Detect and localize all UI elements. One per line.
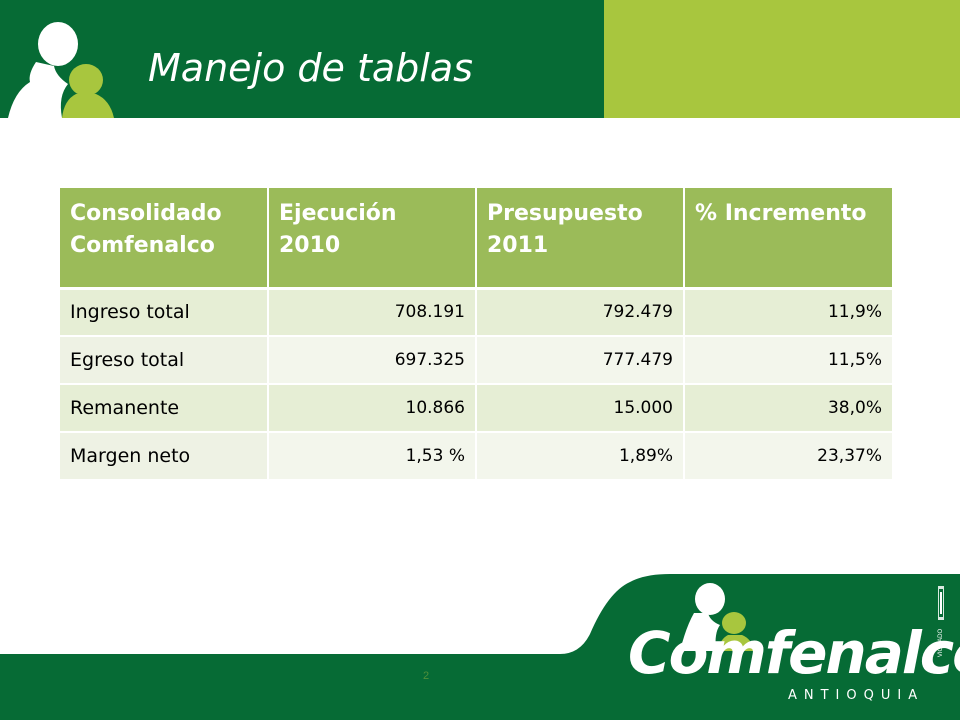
row-label: Ingreso total: [60, 288, 269, 337]
brand-wordmark: Comfenalco: [628, 619, 960, 687]
header-lime-band: [604, 0, 960, 118]
table-row: Ingreso total 708.191 792.479 11,9%: [60, 288, 892, 337]
table-row: Remanente 10.866 15.000 38,0%: [60, 384, 892, 433]
cell-presupuesto: 792.479: [476, 288, 685, 337]
slide-title: Manejo de tablas: [148, 46, 473, 90]
table-header-row: Consolidado Comfenalco Ejecución 2010 Pr…: [60, 188, 892, 290]
cell-incremento: 11,9%: [684, 288, 892, 337]
cell-ejecucion: 697.325: [268, 336, 477, 385]
table-row: Margen neto 1,53 % 1,89% 23,37%: [60, 432, 892, 481]
budget-table: Consolidado Comfenalco Ejecución 2010 Pr…: [60, 188, 892, 481]
cell-ejecucion: 1,53 %: [268, 432, 477, 481]
header-presupuesto: Presupuesto 2011: [476, 188, 685, 290]
header-incremento: % Incremento: [684, 188, 892, 290]
cell-presupuesto: 777.479: [476, 336, 685, 385]
vigilado-label: VIGILADO: [938, 628, 944, 658]
page-number: 2: [422, 670, 430, 682]
cell-incremento: 23,37%: [684, 432, 892, 481]
people-logo-icon: [680, 583, 754, 651]
cell-presupuesto: 1,89%: [476, 432, 685, 481]
row-label: Egreso total: [60, 336, 269, 385]
slide-header: Manejo de tablas: [0, 0, 960, 118]
cell-ejecucion: 10.866: [268, 384, 477, 433]
brand-subtitle: ANTIOQUIA: [788, 688, 925, 703]
row-label: Remanente: [60, 384, 269, 433]
cell-ejecucion: 708.191: [268, 288, 477, 337]
people-logo-icon: [8, 22, 114, 118]
header-consolidado: Consolidado Comfenalco: [60, 188, 269, 290]
cell-incremento: 38,0%: [684, 384, 892, 433]
cell-incremento: 11,5%: [684, 336, 892, 385]
table-row: Egreso total 697.325 777.479 11,5%: [60, 336, 892, 385]
header-ejecucion: Ejecución 2010: [268, 188, 477, 290]
vigilado-seal-icon: [938, 586, 944, 620]
cell-presupuesto: 15.000: [476, 384, 685, 433]
row-label: Margen neto: [60, 432, 269, 481]
